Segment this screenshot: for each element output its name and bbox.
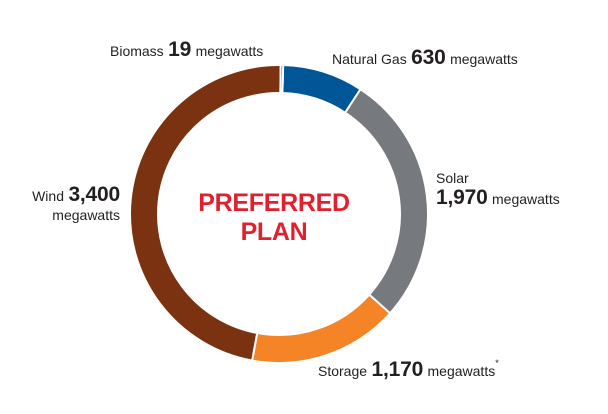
label-wind-value: 3,400: [68, 183, 120, 206]
label-storage-name: Storage: [318, 363, 368, 379]
label-biomass-unit: megawatts: [195, 43, 264, 59]
label-biomass: Biomass 19 megawatts: [110, 38, 263, 62]
label-solar-value: 1,970: [436, 186, 488, 210]
slice-storage: [250, 293, 392, 364]
donut-chart: [129, 63, 429, 364]
label-solar-name: Solar: [436, 170, 469, 186]
label-wind-name: Wind: [32, 188, 64, 204]
center-line-2: PLAN: [240, 217, 308, 246]
label-wind: Wind 3,400 megawatts: [32, 183, 120, 223]
center-line-1: PREFERRED: [198, 189, 350, 217]
label-biomass-value: 19: [168, 38, 192, 61]
center-label: PREFERRED PLAN: [0, 189, 548, 247]
slice-biomass: [279, 63, 285, 95]
label-natural-gas-unit: megawatts: [450, 51, 518, 67]
label-storage-unit: megawatts: [427, 363, 496, 379]
label-natural-gas: Natural Gas 630 megawatts: [332, 46, 518, 70]
label-solar-unit: megawatts: [492, 191, 560, 208]
label-natural-gas-value: 630: [411, 46, 446, 69]
label-biomass-name: Biomass: [110, 43, 164, 59]
label-natural-gas-name: Natural Gas: [332, 51, 407, 67]
label-storage-footnote-mark: *: [495, 358, 499, 368]
label-storage: Storage 1,170 megawatts*: [318, 358, 499, 382]
label-storage-value: 1,170: [371, 358, 424, 381]
label-wind-unit: megawatts: [52, 207, 120, 224]
label-solar: Solar 1,970 megawatts: [436, 170, 560, 210]
